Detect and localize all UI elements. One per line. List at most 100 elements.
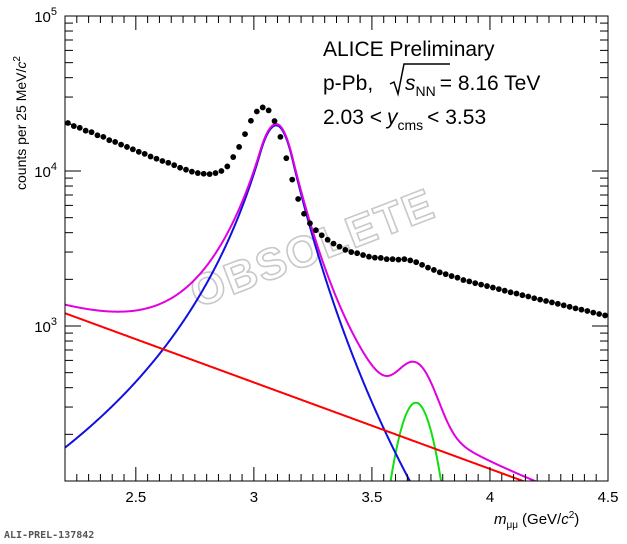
data-point — [549, 299, 555, 306]
data-point — [230, 154, 237, 160]
data-point — [519, 292, 526, 299]
data-point — [401, 256, 408, 263]
x-tick-label: 3 — [250, 489, 258, 506]
data-point — [206, 171, 213, 178]
data-point — [371, 254, 378, 261]
data-point — [466, 278, 473, 285]
data-point — [354, 250, 361, 257]
y-tick-label: 105 — [34, 6, 57, 26]
x-tick-label: 4 — [486, 489, 494, 506]
y-tick-label: 104 — [34, 161, 57, 181]
data-point — [76, 124, 83, 131]
data-point — [596, 311, 603, 317]
data-point — [189, 168, 195, 175]
data-point — [259, 104, 266, 111]
data-point — [118, 141, 124, 148]
data-point — [572, 305, 579, 312]
data-point — [584, 308, 591, 314]
data-point — [366, 253, 372, 260]
data-point — [153, 155, 160, 162]
data-point — [318, 232, 325, 239]
data-point — [560, 302, 567, 309]
data-point — [413, 259, 420, 266]
y-tick-labels: 103 104 105 — [34, 6, 57, 336]
data-point — [200, 170, 207, 177]
data-point — [212, 170, 219, 176]
data-point — [566, 303, 573, 310]
experiment-title: ALICE Preliminary — [323, 38, 495, 61]
data-point — [377, 255, 384, 261]
data-point — [141, 150, 148, 157]
data-point — [165, 159, 172, 166]
data-point — [360, 252, 366, 258]
data-point — [348, 249, 355, 255]
data-point — [554, 300, 561, 307]
data-point — [342, 246, 349, 253]
y-axis-label: counts per 25 MeV/c2 — [12, 56, 29, 190]
data-point — [218, 168, 225, 174]
data-point — [194, 170, 201, 176]
x-tick-label: 4.5 — [598, 489, 619, 506]
y-tick-label: 103 — [34, 316, 57, 336]
data-point — [183, 166, 189, 173]
x-tick-label: 3.5 — [361, 489, 382, 506]
data-point — [442, 271, 449, 278]
data-point — [312, 227, 319, 234]
background-curve — [65, 312, 526, 481]
data-point — [135, 148, 142, 155]
data-point — [106, 137, 113, 144]
data-point — [94, 132, 101, 139]
data-point — [248, 117, 254, 124]
data-point — [448, 273, 455, 279]
data-point — [419, 261, 425, 268]
data-point — [301, 210, 307, 217]
data-point — [460, 277, 467, 283]
data-point — [124, 144, 130, 150]
data-point — [407, 257, 414, 264]
data-point — [177, 164, 183, 171]
data-point — [65, 120, 71, 126]
data-point — [159, 158, 166, 164]
energy-label: sNN = 8.16 TeV — [405, 72, 540, 99]
data-point — [537, 296, 544, 303]
total-fit-curve — [65, 123, 538, 481]
data-point — [425, 264, 431, 271]
data-point — [389, 256, 396, 263]
data-point — [253, 108, 260, 115]
jpsi-signal-curve — [65, 124, 411, 481]
axis-ticks — [64, 16, 609, 482]
data-point — [578, 306, 585, 313]
data-point — [147, 153, 154, 160]
x-axis-label: mμμ (GeV/c2) — [494, 510, 579, 531]
data-point — [129, 146, 136, 153]
data-point — [472, 280, 479, 287]
data-point — [330, 240, 337, 247]
data-point — [490, 284, 496, 291]
data-point — [436, 269, 443, 276]
data-point — [430, 267, 437, 273]
sqrt-sign — [389, 63, 450, 97]
data-point — [478, 281, 484, 288]
data-point — [324, 236, 331, 243]
data-point — [112, 139, 119, 145]
collision-system: p-Pb, — [323, 72, 373, 95]
obsolete-watermark: OBSOLETE — [184, 179, 442, 317]
data-point — [277, 133, 284, 140]
data-point — [507, 289, 514, 296]
psi2s-signal-curve — [389, 401, 443, 481]
data-point — [271, 118, 278, 124]
x-tick-labels: 2.5 3 3.5 4 4.5 — [125, 489, 618, 506]
data-point — [501, 287, 508, 294]
data-point — [484, 283, 490, 289]
data-point — [236, 144, 243, 150]
data-point — [531, 295, 538, 302]
data-point — [224, 163, 231, 170]
data-points — [65, 104, 608, 319]
rapidity-range: 2.03 < ycms < 3.53 — [323, 106, 486, 133]
data-point — [513, 290, 520, 297]
figure-id: ALI-PREL-137842 — [4, 530, 94, 541]
data-point — [283, 155, 290, 162]
data-point — [295, 196, 302, 202]
data-point — [336, 243, 343, 250]
